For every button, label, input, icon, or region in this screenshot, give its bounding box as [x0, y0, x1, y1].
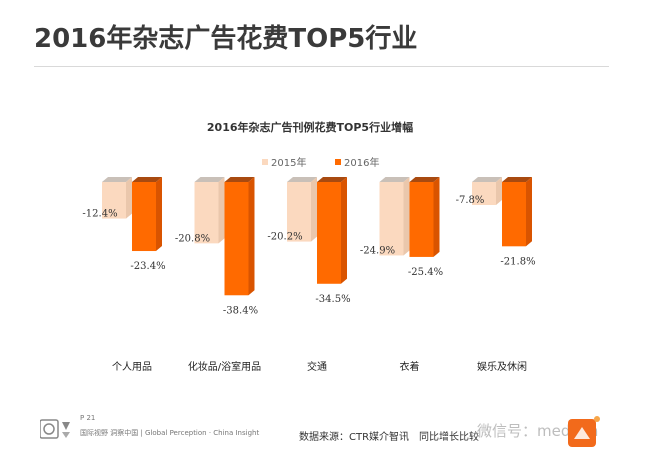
bar-2015-3 — [379, 182, 404, 256]
chart-title: 2016年杂志广告刊例花费TOP5行业增幅 — [207, 120, 413, 134]
bar-2015-2-top — [287, 177, 317, 182]
data-label-2015-1: -20.8% — [175, 233, 210, 244]
chart-legend: 2015年 2016年 — [262, 156, 379, 169]
bar-2015-1-top — [194, 177, 225, 182]
data-label-2016-3: -25.4% — [408, 267, 443, 278]
category-label-0: 个人用品 — [112, 361, 152, 373]
bar-2015-4-side — [496, 177, 502, 206]
data-label-2015-0: -12.4% — [82, 209, 117, 220]
page-number: P 21 — [80, 414, 96, 422]
bar-2015-4 — [472, 182, 496, 206]
legend-swatch-1 — [335, 159, 341, 165]
bar-2016-0-top — [132, 177, 162, 182]
data-label-2016-4: -21.8% — [500, 256, 535, 267]
data-label-2016-1: -38.4% — [223, 305, 258, 316]
bar-2015-2 — [287, 182, 311, 242]
bar-2015-1-side — [218, 177, 225, 244]
bar-2015-0-top — [102, 177, 132, 182]
bar-2016-1 — [224, 182, 249, 296]
data-source-note: 数据来源：CTR媒介智讯 同比增长比较 — [299, 432, 480, 443]
logo-icon — [40, 419, 70, 439]
bar-chart: 2016年杂志广告刊例花费TOP5行业增幅 2015年 2016年 -12.4%-… — [82, 120, 535, 373]
chart-category-labels: 个人用品 化妆品/浴室用品 交通 衣着 娱乐及休闲 — [112, 360, 527, 373]
legend-swatch-0 — [262, 159, 268, 165]
bar-2016-4 — [502, 182, 526, 247]
legend-label-1: 2016年 — [344, 156, 379, 169]
category-label-1: 化妆品/浴室用品 — [188, 360, 261, 373]
bar-2015-2-side — [311, 177, 317, 242]
data-label-2015-4: -7.8% — [456, 195, 485, 206]
bar-2016-3-top — [409, 177, 440, 182]
category-label-2: 交通 — [307, 360, 327, 373]
legend-label-0: 2015年 — [271, 156, 306, 169]
bar-2016-1-side — [248, 177, 255, 296]
bar-2015-1 — [194, 182, 219, 244]
bar-2016-1-top — [224, 177, 255, 182]
bar-2016-2-top — [317, 177, 347, 182]
bar-2016-4-top — [502, 177, 532, 182]
page-title: 2016年杂志广告花费TOP5行业 — [34, 24, 418, 54]
category-label-4: 娱乐及休闲 — [477, 360, 527, 373]
bar-2016-4-side — [526, 177, 532, 247]
bar-2015-3-top — [379, 177, 410, 182]
bar-2016-3 — [409, 182, 434, 257]
brand-tagline: 国际视野 洞察中国 | Global Perception · China In… — [80, 429, 260, 437]
bar-2015-0 — [102, 182, 126, 219]
data-label-2015-3: -24.9% — [360, 245, 395, 256]
bar-2015-4-top — [472, 177, 502, 182]
data-label-2016-2: -34.5% — [315, 294, 350, 305]
data-label-2015-2: -20.2% — [267, 232, 302, 243]
bar-2016-0 — [132, 182, 156, 252]
bar-2016-2-side — [341, 177, 347, 284]
bar-2016-2 — [317, 182, 341, 284]
data-label-2016-0: -23.4% — [130, 261, 165, 272]
bar-2016-0-side — [156, 177, 162, 252]
bar-2016-3-side — [433, 177, 440, 257]
bar-2015-3-side — [403, 177, 410, 256]
bar-2015-0-side — [126, 177, 132, 219]
category-label-3: 衣着 — [400, 360, 420, 373]
chart-data-labels: -12.4% -23.4% -20.8% -38.4% -20.2% -34.5% -24.… — [82, 195, 535, 316]
title-divider — [34, 66, 609, 67]
brand-mark-icon — [568, 416, 600, 447]
chart-bars — [102, 177, 532, 296]
